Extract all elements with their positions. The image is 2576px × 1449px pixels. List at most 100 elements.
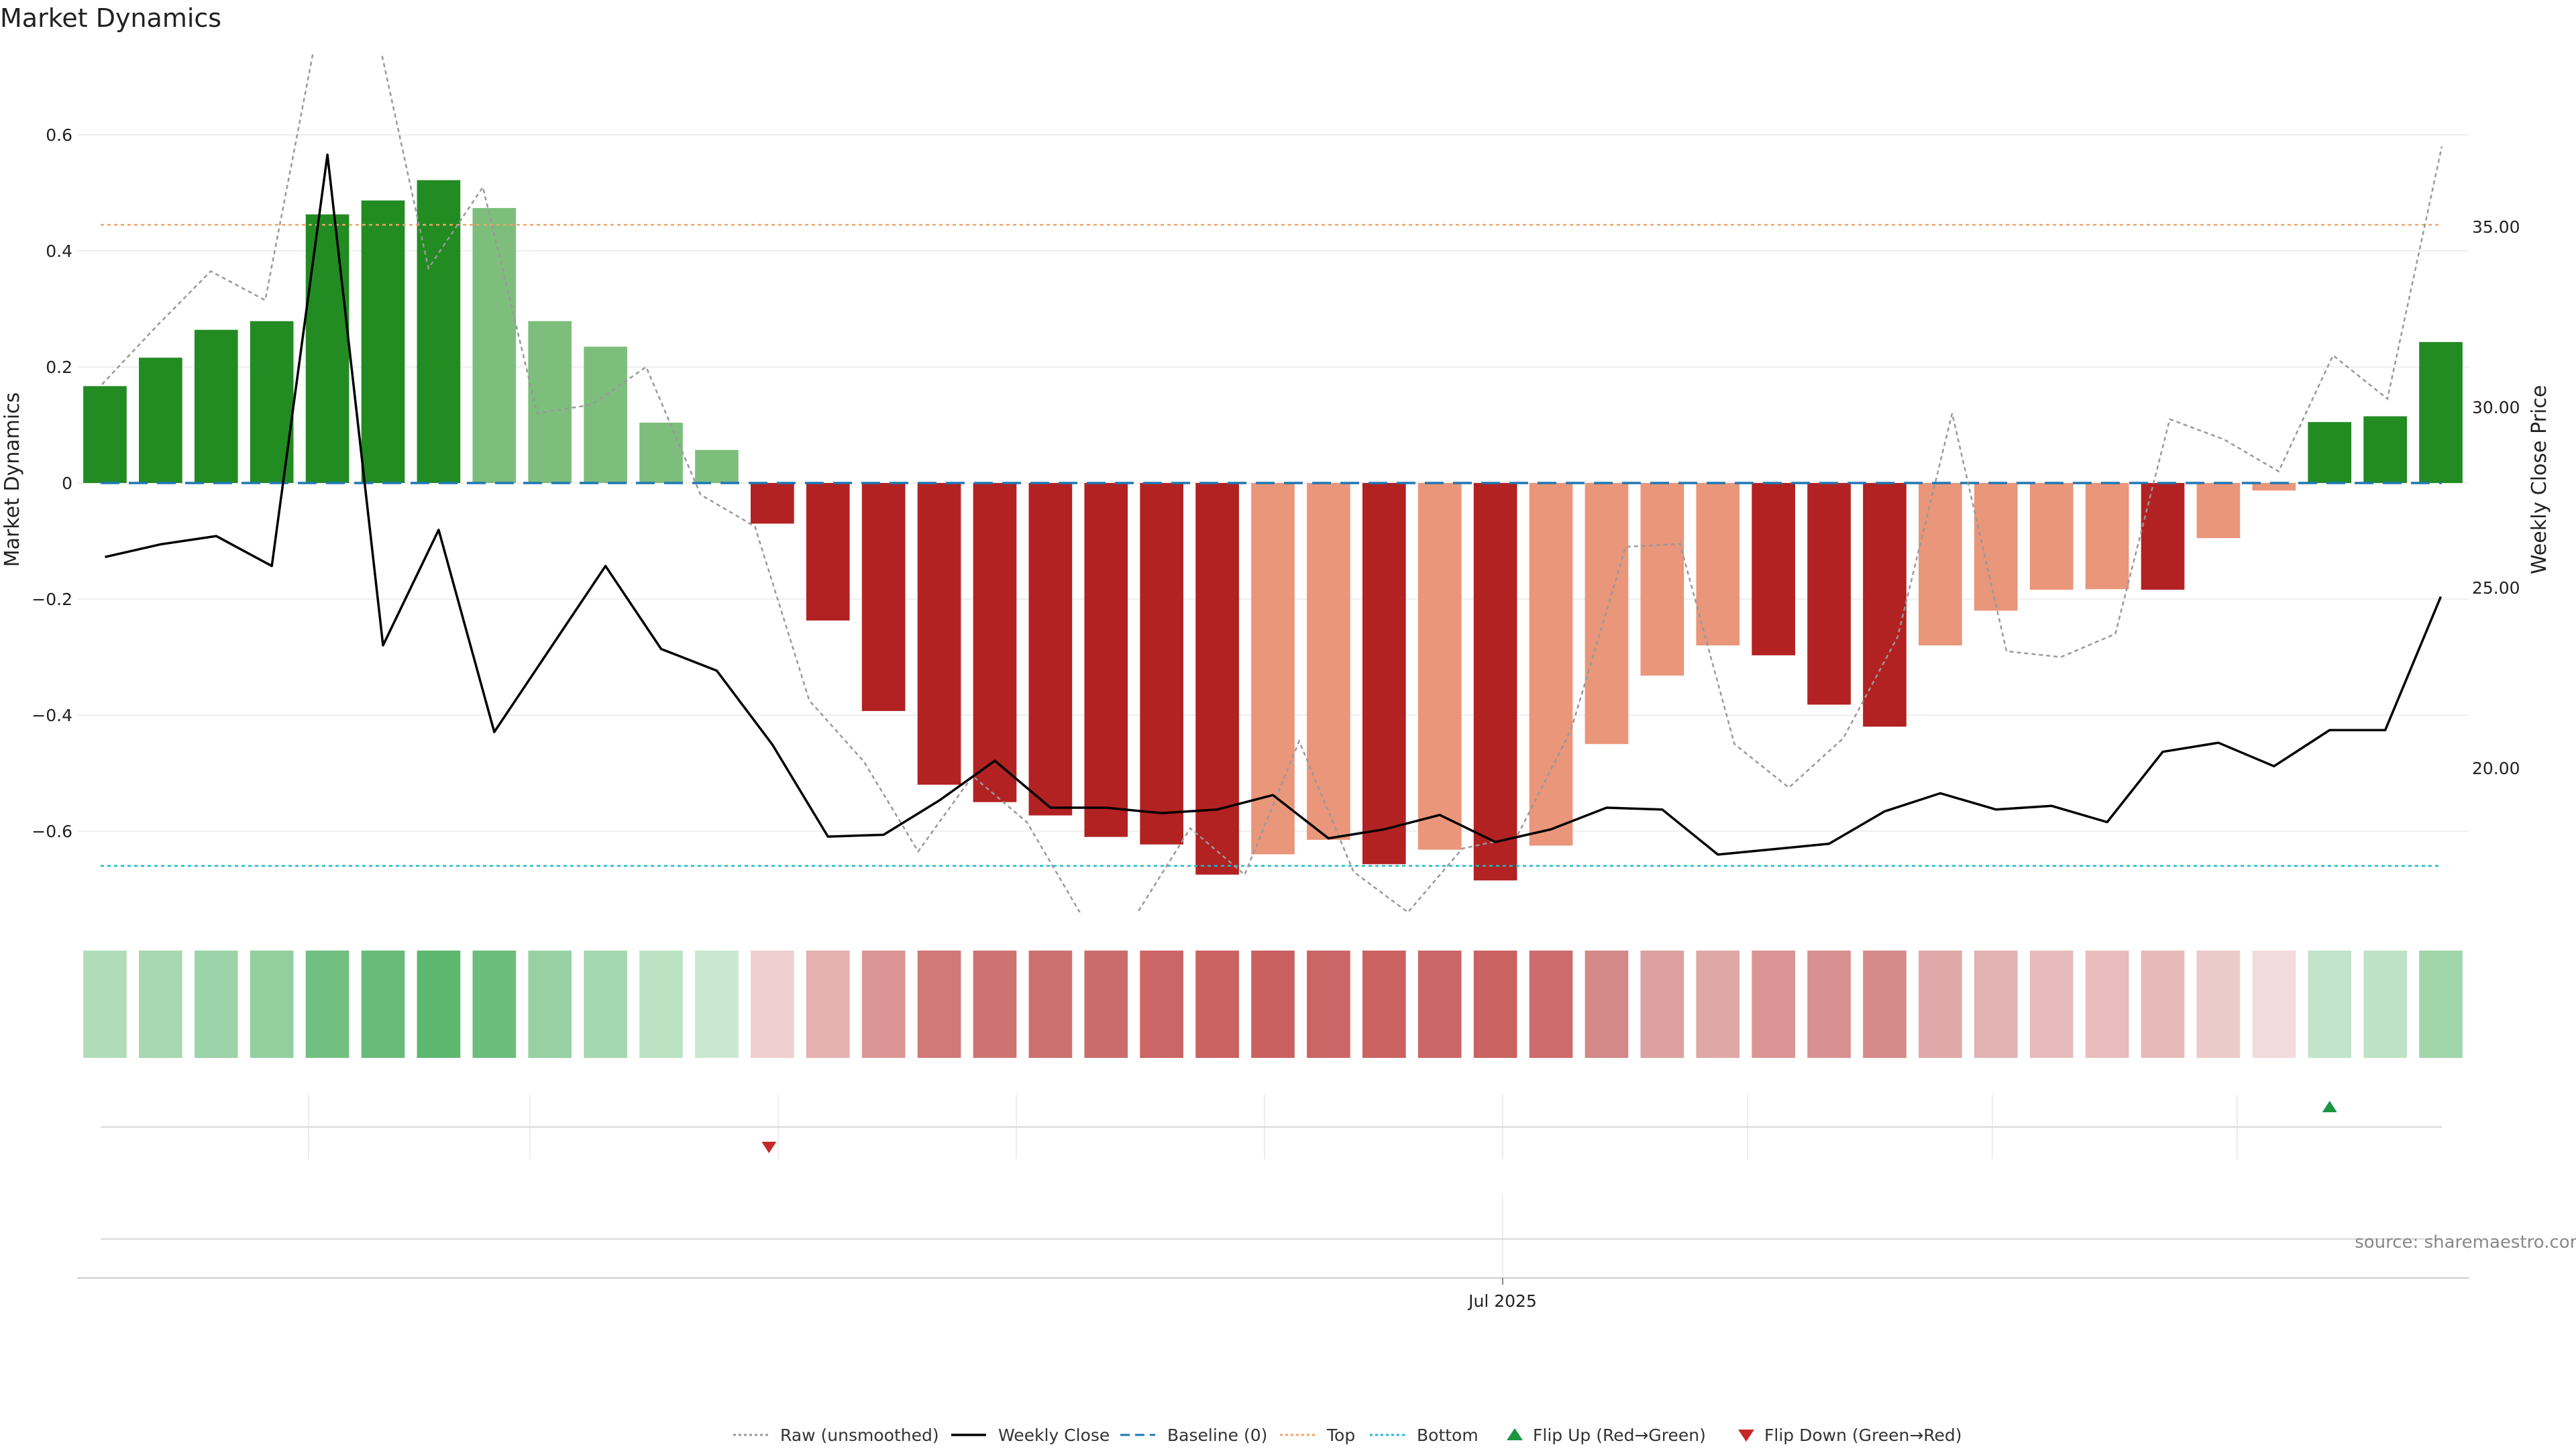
bar [1084, 483, 1128, 837]
bars-series [83, 180, 2463, 881]
bar [1417, 483, 1462, 850]
left-tick-label: 0 [62, 474, 72, 493]
left-axis-ticks: −0.6 −0.4 −0.2 0 0.2 0.4 0.6 [32, 125, 72, 841]
heat-cell [2141, 951, 2185, 1058]
heat-cell [1807, 951, 1851, 1058]
legend-label: Top [1326, 1426, 1355, 1445]
heat-cell [194, 951, 238, 1058]
heat-cell [1863, 951, 1907, 1058]
heat-cell [1028, 951, 1073, 1058]
heat-cell [1195, 951, 1239, 1058]
heat-cell [973, 951, 1017, 1058]
line-series [101, 54, 2443, 912]
left-tick-label: −0.6 [32, 822, 72, 841]
heat-cell [1640, 951, 1684, 1058]
bar [639, 423, 683, 483]
legend: Raw (unsmoothed) Weekly Close Baseline (0)… [733, 1426, 1962, 1445]
legend-label: Raw (unsmoothed) [780, 1426, 939, 1445]
legend-item: Raw (unsmoothed) [733, 1426, 939, 1445]
bar [2419, 341, 2463, 483]
heat-cell [2085, 951, 2129, 1058]
heat-cell [1974, 951, 2018, 1058]
heat-strip [83, 951, 2463, 1058]
legend-flip-down-icon [1738, 1430, 1754, 1442]
bar [973, 483, 1017, 802]
legend-item: Flip Up (Red→Green) [1507, 1426, 1706, 1445]
heat-cell [1529, 951, 1573, 1058]
weekly-close-line [105, 153, 2443, 856]
heat-cell [2363, 951, 2407, 1058]
right-tick-label: 30.00 [2472, 398, 2520, 417]
bar [305, 214, 350, 483]
bar [1696, 483, 1740, 646]
right-axis-ticks: 20.00 25.00 30.00 35.00 [2472, 217, 2520, 778]
bar [361, 200, 405, 483]
heat-cell [305, 951, 350, 1058]
bar [1752, 483, 1795, 655]
flip-down-marker [761, 1142, 777, 1153]
bar [2141, 483, 2185, 590]
heat-cell [250, 951, 294, 1058]
bar [1028, 483, 1073, 816]
legend-item: Weekly Close [951, 1426, 1110, 1445]
left-tick-label: 0.6 [46, 125, 72, 145]
source-note: source: sharemaestro.com [2355, 1232, 2576, 1252]
legend-label: Bottom [1417, 1426, 1479, 1445]
heat-cell [1752, 951, 1795, 1058]
bar [1807, 483, 1851, 705]
heat-cell [1362, 951, 1406, 1058]
heat-cell [584, 951, 627, 1058]
chart-title: Market Dynamics [0, 3, 221, 33]
bar [472, 208, 517, 483]
bar [417, 180, 461, 483]
heat-cell [83, 951, 127, 1058]
legend-item: Flip Down (Green→Red) [1738, 1426, 1962, 1445]
heat-cell [1084, 951, 1128, 1058]
legend-flip-up-icon [1507, 1428, 1523, 1440]
bar [695, 449, 739, 483]
heat-cell [1251, 951, 1295, 1058]
heat-cell [528, 951, 572, 1058]
heat-cell [751, 951, 794, 1058]
x-tick-label: Jul 2025 [1467, 1291, 1537, 1311]
bar [1974, 483, 2018, 611]
heat-cell [2029, 951, 2074, 1058]
bar [1140, 483, 1184, 845]
legend-label: Baseline (0) [1167, 1426, 1267, 1445]
legend-label: Flip Up (Red→Green) [1533, 1426, 1706, 1445]
bar [584, 346, 627, 483]
legend-item: Baseline (0) [1120, 1426, 1267, 1445]
bar [751, 483, 794, 524]
heat-cell [861, 951, 906, 1058]
heat-cell [917, 951, 961, 1058]
left-tick-label: −0.2 [32, 590, 72, 609]
right-tick-label: 20.00 [2472, 759, 2520, 778]
bar [861, 483, 906, 711]
bar [1529, 483, 1573, 846]
bar [1919, 483, 1962, 646]
bar [2363, 416, 2407, 483]
heat-cell [2419, 951, 2463, 1058]
bar [2029, 483, 2074, 590]
bar [917, 483, 961, 785]
right-tick-label: 25.00 [2472, 578, 2520, 598]
reference-lines [101, 223, 2442, 867]
right-tick-label: 35.00 [2472, 217, 2520, 237]
bar [1362, 483, 1406, 865]
heat-cell [2196, 951, 2241, 1058]
bar [1251, 483, 1295, 855]
bar [2252, 483, 2296, 491]
bar [2196, 483, 2241, 539]
heat-cell [639, 951, 683, 1058]
heat-cell [472, 951, 517, 1058]
flip-up-marker [2322, 1101, 2337, 1112]
flip-markers-panel [101, 1095, 2442, 1278]
bar [2308, 422, 2352, 483]
legend-item: Top [1280, 1426, 1355, 1445]
heat-cell [1417, 951, 1462, 1058]
legend-item: Bottom [1370, 1426, 1479, 1445]
heat-cell [139, 951, 182, 1058]
left-tick-label: −0.4 [32, 706, 72, 725]
heat-cell [695, 951, 739, 1058]
